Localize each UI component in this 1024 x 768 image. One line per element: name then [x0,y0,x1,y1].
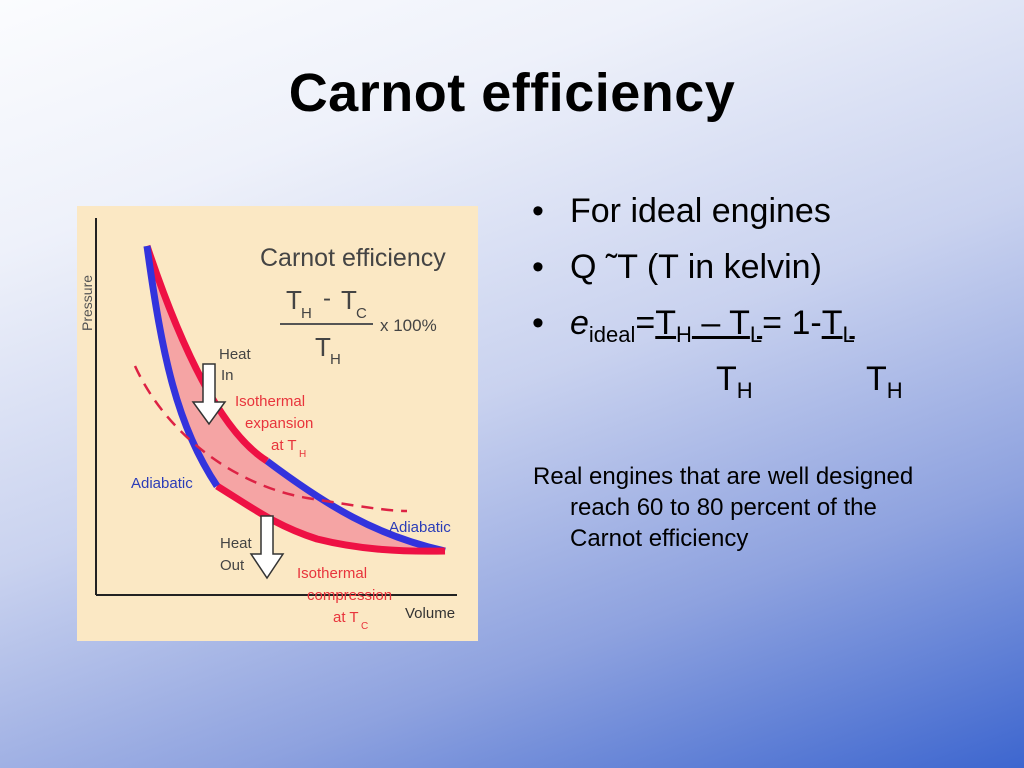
bullet-text-1: For ideal engines [570,192,831,230]
formula-th-sub: H [301,305,312,322]
bullet-text-2: Q ˜T (T in kelvin) [570,248,822,286]
heat-out-arrow [249,515,285,580]
heat-in-arrow [191,363,227,426]
iso-exp-label-2: expansion [245,415,313,432]
heat-out-label-1: Heat [220,535,253,552]
pv-diagram-svg: Pressure Volume Carnot efficiency T H - … [79,218,457,632]
iso-comp-label-1: Isothermal [297,565,367,582]
formula-th: T [286,285,302,315]
cycle-area [147,246,445,551]
numerator-th: T [655,304,677,342]
real-engines-note: Real engines that are well designed reac… [533,461,973,554]
efficiency-subscript: ideal [588,321,636,347]
iso-exp-label-3: at T [271,437,297,454]
denominator-1-sub: H [736,377,753,403]
y-axis-label: Pressure [79,275,95,331]
iso-comp-sub: C [361,621,368,632]
denominator-2: TH [866,360,903,404]
bullet-dot-icon: • [532,192,544,230]
carnot-pv-diagram: Pressure Volume Carnot efficiency T H - … [77,206,478,641]
numerator-tl: – T [691,304,750,342]
isothermal-compression-curve [215,483,446,555]
equals-one-minus: = 1- [762,304,822,342]
iso-exp-label-1: Isothermal [235,393,305,410]
bullet-dot-icon: • [532,304,544,342]
bullet-dot-icon: • [532,248,544,286]
slide-title: Carnot efficiency [288,63,736,123]
adiabatic-right-label: Adiabatic [389,519,451,536]
formula-tc: T [341,285,357,315]
numerator-1: TH – TL [655,304,762,347]
bullet-item-2: • Q ˜T (T in kelvin) [530,246,1010,288]
iso-exp-sub: H [299,449,306,460]
formula-den: T [315,332,331,362]
x-axis-label: Volume [405,605,455,622]
iso-comp-label-3: at T [333,609,359,626]
adiabatic-expansion-curve [264,458,446,555]
formula-times: x 100% [380,316,437,335]
note-line-1: Real engines that are well designed [533,463,914,490]
iso-comp-label-2: compression [307,587,392,604]
heat-out-label-2: Out [220,557,245,574]
equals-sign: = [635,304,656,342]
numerator-th-sub: H [676,321,692,347]
bullet-item-1: • For ideal engines [530,190,1010,232]
note-line-3: Carnot efficiency [570,525,749,552]
formula-den-sub: H [330,351,341,368]
adiabatic-left-label: Adiabatic [131,475,193,492]
note-line-2: reach 60 to 80 percent of the [570,494,877,521]
formula-denominators: TH TH [716,360,903,404]
formula-minus: - [323,285,331,312]
heat-in-label-2: In [221,367,234,384]
efficiency-symbol: e [570,304,589,342]
bullet-list: • For ideal engines • Q ˜T (T in kelvin)… [530,190,1010,370]
denominator-2-sub: H [886,377,903,403]
numerator2-tl: T [821,304,843,342]
denominator-1: TH [716,360,866,404]
heat-in-label-1: Heat [219,346,252,363]
adiabatic-compression-curve [143,245,220,488]
formula-tc-sub: C [356,305,367,322]
bullet-item-3: • eideal=TH – TL= 1-TL [530,302,1010,356]
figure-title: Carnot efficiency [260,244,446,272]
denominator-2-t: T [866,360,887,398]
denominator-1-t: T [716,360,737,398]
numerator-2: TL [821,304,855,347]
numerator-tl-sub: L [749,321,763,347]
numerator2-tl-sub: L [842,321,855,347]
dashed-isotherm [133,365,408,513]
